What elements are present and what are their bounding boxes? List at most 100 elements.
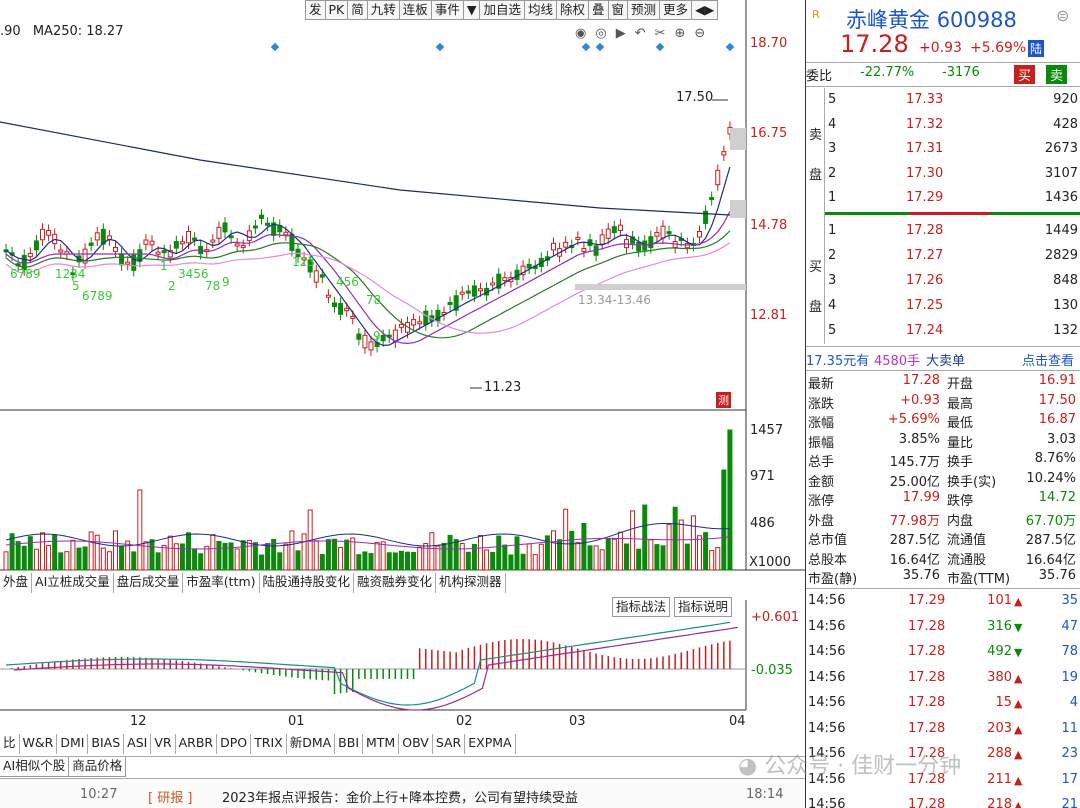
toolbar-button[interactable]: 更多	[660, 0, 693, 20]
axis-label: 14.78	[750, 218, 788, 233]
bottom-indicator-tab[interactable]: ASI	[124, 734, 152, 754]
bottom-indicator-tab[interactable]: W&R	[19, 734, 58, 754]
bottom-indicator-tab[interactable]: SAR	[432, 734, 466, 754]
zoom-in-icon[interactable]: ⊕	[674, 26, 686, 41]
weibi-row: 委比 -22.77% -3176 买 卖	[806, 65, 1080, 84]
stats-row: 外盘 77.98万 内盘 67.70万	[806, 510, 1080, 529]
stat-label: 总手	[808, 455, 835, 470]
volume-bar	[368, 553, 374, 571]
orderbook-row[interactable]: 4 17.32 428	[806, 117, 1080, 136]
bottom-indicator-tab[interactable]: BBI	[335, 734, 364, 754]
orderbook-row[interactable]: 5 17.33 920	[806, 92, 1080, 111]
toolbar-button[interactable]: 均线	[524, 0, 557, 20]
news-time-left: 10:27	[80, 787, 118, 802]
stock-change-pct: +5.69%	[970, 40, 1027, 56]
bottom-indicator-tabs: 比 W&R DMI BIAS ASI VR ARBR DPO TRIX 新DMA BBI MTM OBV…	[0, 734, 516, 754]
orderbook-row[interactable]: 3 17.26 848	[806, 273, 1080, 292]
volume-bar	[684, 543, 690, 571]
news-headline[interactable]: 2023年报点评报告：金价上行+降本控费，公司有望持续受益	[222, 791, 578, 806]
bottom-indicator-tab[interactable]: VR	[151, 734, 176, 754]
play-icon[interactable]: ▶	[615, 26, 626, 41]
tick-count: 11	[1061, 720, 1078, 736]
big-order-link[interactable]: 点击查看	[1022, 354, 1075, 369]
stat-value: 145.7万	[889, 455, 940, 470]
sell-button[interactable]: 卖	[1046, 65, 1068, 84]
indicator-strategy-button[interactable]: 指标战法	[612, 597, 671, 617]
indicator-tab[interactable]: 盘后成交量	[113, 573, 184, 593]
toolbar-button[interactable]: PK	[325, 0, 349, 20]
toolbar-button[interactable]: 窗	[608, 0, 629, 20]
candle	[240, 244, 246, 248]
volume-bar	[143, 541, 149, 571]
order-price: 17.33	[906, 92, 944, 107]
bottom-indicator-tab[interactable]: OBV	[399, 734, 433, 754]
axis-label: 18.70	[750, 36, 788, 51]
indicator-tab[interactable]: 融资融券变化	[354, 573, 437, 593]
measure-tag[interactable]: 测	[716, 392, 731, 408]
volume-bar	[222, 542, 228, 571]
bottom-indicator-tab[interactable]: BIAS	[88, 734, 125, 754]
indicator-tab[interactable]: AI立桩成交量	[32, 573, 114, 593]
bottom-indicator-tab[interactable]: 比	[0, 734, 20, 754]
tick-time: 14:56	[808, 669, 846, 685]
toolbar-button[interactable]: 预测	[628, 0, 661, 20]
toolbar-button[interactable]: 加自选	[480, 0, 525, 20]
bottom-indicator-tab[interactable]: ARBR	[175, 734, 218, 754]
bottom-indicator-tab[interactable]: TRIX	[251, 734, 287, 754]
indicator-explain-button[interactable]: 指标说明	[674, 597, 733, 617]
zoom-out-icon[interactable]: ⊖	[694, 26, 706, 41]
stat-value: 16.87	[1038, 412, 1076, 427]
undo-icon[interactable]: ↶	[634, 26, 646, 41]
arrow-down-icon: ▼	[1014, 646, 1023, 659]
location-icon[interactable]: ◎	[595, 26, 607, 41]
toolbar-button[interactable]: ▼	[463, 0, 481, 20]
candle	[161, 250, 167, 254]
bottom-indicator-tab[interactable]: DPO	[217, 734, 252, 754]
menu-icon[interactable]: ⊜	[1056, 6, 1070, 25]
orderbook-row[interactable]: 1 17.28 1449	[806, 223, 1080, 242]
order-level: 3	[828, 141, 837, 156]
scissors-icon[interactable]: ✂	[654, 26, 666, 41]
bottom-indicator-tab[interactable]: DMI	[57, 734, 89, 754]
toolbar-button[interactable]: 除权	[556, 0, 589, 20]
indicator-tab[interactable]: 机构探测器	[436, 573, 506, 593]
toolbar-button[interactable]: 叠	[589, 0, 609, 20]
order-price: 17.26	[906, 273, 944, 288]
bottom-indicator-tab[interactable]: MTM	[363, 734, 400, 754]
orderbook-row[interactable]: 2 17.30 3107	[806, 166, 1080, 185]
toolbar-button[interactable]: 连板	[399, 0, 432, 20]
volume-bar	[690, 515, 696, 571]
candle	[411, 319, 417, 326]
volume-bar	[46, 544, 52, 571]
buy-button[interactable]: 买	[1014, 65, 1036, 84]
bottom-indicator-tab[interactable]: 新DMA	[286, 734, 336, 754]
tick-price: 17.28	[908, 771, 946, 787]
indicator-tab[interactable]: 外盘	[0, 573, 33, 593]
ma-header: .90 MA250: 18.27	[0, 24, 123, 39]
tab-ai-similar[interactable]: AI相似个股	[0, 757, 70, 777]
toolbar-button[interactable]: 事件	[431, 0, 464, 20]
volume-bar	[411, 551, 417, 571]
indicator-tab[interactable]: 市盈率(ttm)	[183, 573, 260, 593]
x-label: 01	[288, 714, 305, 729]
orderbook-row[interactable]: 3 17.31 2673	[806, 141, 1080, 160]
bottom-indicator-tab[interactable]: EXPMA	[465, 734, 516, 754]
tick-volume: 203	[987, 720, 1012, 736]
orderbook-row[interactable]: 5 17.24 132	[806, 323, 1080, 342]
eye-icon[interactable]: ◉	[575, 26, 587, 41]
indicator-tab[interactable]: 陆股通持股变化	[259, 573, 355, 593]
orderbook-row[interactable]: 4 17.25 130	[806, 298, 1080, 317]
orderbook-row[interactable]: 2 17.27 2829	[806, 248, 1080, 267]
toolbar-button[interactable]: ◀▶	[692, 0, 719, 20]
stock-code: 600988	[936, 8, 1017, 32]
toolbar-button[interactable]: 发	[305, 0, 326, 20]
orderbook-row[interactable]: 1 17.29 1436	[806, 190, 1080, 209]
big-order-row: 17.35元有 4580手 大卖单 点击查看	[806, 350, 1080, 369]
toolbar-button[interactable]: 九转	[367, 0, 400, 20]
tab-commodity[interactable]: 商品价格	[69, 757, 127, 777]
candle	[234, 243, 240, 247]
volume-bar	[58, 552, 64, 571]
toolbar-button[interactable]: 简	[348, 0, 368, 20]
dea-line	[13, 626, 738, 711]
